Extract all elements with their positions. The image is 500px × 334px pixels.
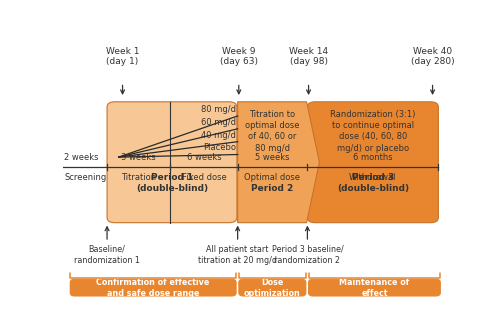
Text: Week 9
(day 63): Week 9 (day 63) <box>220 46 258 66</box>
Text: 60 mg/d: 60 mg/d <box>200 118 235 127</box>
Text: Period 1
(double-blind): Period 1 (double-blind) <box>136 173 208 193</box>
Text: Period 3 baseline/
randomization 2: Period 3 baseline/ randomization 2 <box>272 244 344 265</box>
Text: Titration to
optimal dose
of 40, 60 or
80 mg/d: Titration to optimal dose of 40, 60 or 8… <box>245 110 300 153</box>
FancyBboxPatch shape <box>308 279 440 296</box>
FancyBboxPatch shape <box>239 279 306 296</box>
Text: 6 weeks: 6 weeks <box>186 153 221 162</box>
Text: All patient start
titration at 20 mg/d: All patient start titration at 20 mg/d <box>198 244 277 265</box>
Text: Period 3
(double-blind): Period 3 (double-blind) <box>337 173 409 193</box>
FancyBboxPatch shape <box>308 102 438 223</box>
Text: 3 weeks: 3 weeks <box>122 153 156 162</box>
Text: Screening: Screening <box>64 173 106 182</box>
Text: Period 2: Period 2 <box>251 184 294 193</box>
Text: Titration: Titration <box>121 173 156 182</box>
FancyBboxPatch shape <box>107 102 237 223</box>
Text: Baseline/
randomization 1: Baseline/ randomization 1 <box>74 244 140 265</box>
Text: 40 mg/d: 40 mg/d <box>201 131 235 140</box>
Text: Fixed dose: Fixed dose <box>182 173 226 182</box>
Text: Placebo: Placebo <box>202 144 235 152</box>
Text: Maintenance of
effect: Maintenance of effect <box>340 278 409 298</box>
Text: Randomization (3:1)
to continue optimal
dose (40, 60, 80
mg/d) or placebo: Randomization (3:1) to continue optimal … <box>330 110 416 153</box>
Text: Confirmation of effective
and safe dose range: Confirmation of effective and safe dose … <box>96 278 210 298</box>
Text: Dose
optimization: Dose optimization <box>244 278 300 298</box>
Text: 80 mg/d: 80 mg/d <box>200 105 235 114</box>
Text: Week 1
(day 1): Week 1 (day 1) <box>106 46 140 66</box>
FancyBboxPatch shape <box>70 279 236 296</box>
Text: Optimal dose: Optimal dose <box>244 173 300 182</box>
Text: Week 40
(day 280): Week 40 (day 280) <box>411 46 455 66</box>
Text: 5 weeks: 5 weeks <box>255 153 290 162</box>
Polygon shape <box>238 102 320 223</box>
Text: Week 14
(day 98): Week 14 (day 98) <box>289 46 328 66</box>
Text: 6 months: 6 months <box>353 153 393 162</box>
Text: Withdrawal: Withdrawal <box>349 173 397 182</box>
Text: 2 weeks: 2 weeks <box>64 153 99 162</box>
